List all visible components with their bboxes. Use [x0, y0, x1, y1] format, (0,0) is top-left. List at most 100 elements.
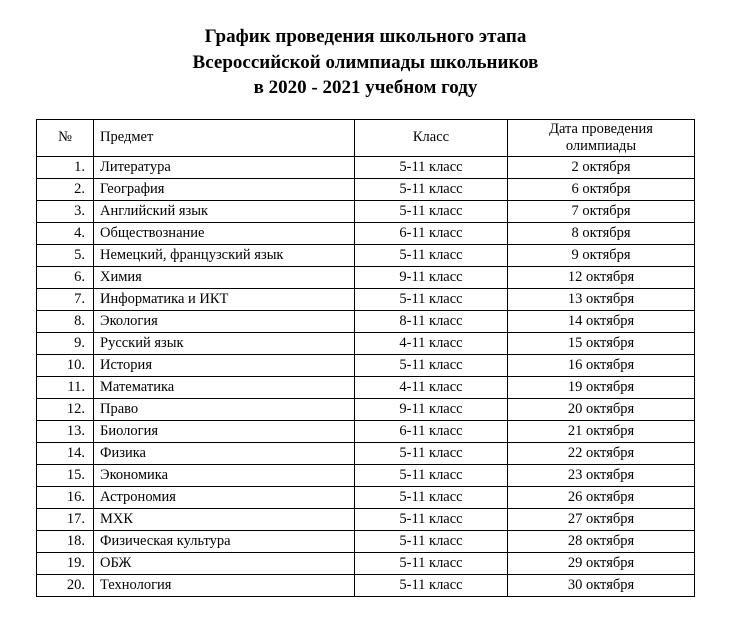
cell-num: 19. [37, 552, 94, 574]
cell-num: 6. [37, 266, 94, 288]
cell-subject: История [94, 354, 355, 376]
cell-class: 5-11 класс [355, 464, 508, 486]
cell-num: 16. [37, 486, 94, 508]
cell-date: 19 октября [508, 376, 695, 398]
cell-subject: Обществознание [94, 222, 355, 244]
cell-class: 5-11 класс [355, 178, 508, 200]
table-row: 4.Обществознание6-11 класс8 октября [37, 222, 695, 244]
cell-subject: Право [94, 398, 355, 420]
table-row: 9.Русский язык4-11 класс15 октября [37, 332, 695, 354]
cell-date: 22 октября [508, 442, 695, 464]
cell-class: 4-11 класс [355, 376, 508, 398]
cell-date: 9 октября [508, 244, 695, 266]
table-row: 11.Математика4-11 класс19 октября [37, 376, 695, 398]
cell-subject: ОБЖ [94, 552, 355, 574]
cell-num: 14. [37, 442, 94, 464]
table-row: 15.Экономика5-11 класс23 октября [37, 464, 695, 486]
table-body: 1.Литература5-11 класс2 октября2.Географ… [37, 156, 695, 596]
cell-num: 10. [37, 354, 94, 376]
table-row: 19.ОБЖ5-11 класс29 октября [37, 552, 695, 574]
table-row: 12.Право9-11 класс20 октября [37, 398, 695, 420]
header-subject: Предмет [94, 119, 355, 156]
cell-class: 5-11 класс [355, 552, 508, 574]
header-date-line1: Дата проведения [549, 121, 653, 137]
cell-date: 27 октября [508, 508, 695, 530]
table-row: 7.Информатика и ИКТ5-11 класс13 октября [37, 288, 695, 310]
cell-class: 5-11 класс [355, 244, 508, 266]
cell-num: 15. [37, 464, 94, 486]
cell-date: 14 октября [508, 310, 695, 332]
table-row: 20.Технология5-11 класс30 октября [37, 574, 695, 596]
cell-num: 12. [37, 398, 94, 420]
cell-num: 20. [37, 574, 94, 596]
cell-class: 5-11 класс [355, 200, 508, 222]
cell-date: 20 октября [508, 398, 695, 420]
header-date-line2: олимпиады [566, 138, 636, 154]
cell-subject: Экология [94, 310, 355, 332]
cell-num: 17. [37, 508, 94, 530]
cell-class: 5-11 класс [355, 508, 508, 530]
table-header-row: № Предмет Класс Дата проведения олимпиад… [37, 119, 695, 156]
cell-class: 6-11 класс [355, 420, 508, 442]
header-num: № [37, 119, 94, 156]
cell-date: 30 октября [508, 574, 695, 596]
cell-num: 13. [37, 420, 94, 442]
cell-subject: Немецкий, французский язык [94, 244, 355, 266]
cell-subject: Технология [94, 574, 355, 596]
cell-num: 4. [37, 222, 94, 244]
title-line-2: Всероссийской олимпиады школьников [36, 50, 695, 76]
table-row: 1.Литература5-11 класс2 октября [37, 156, 695, 178]
cell-class: 5-11 класс [355, 530, 508, 552]
cell-date: 15 октября [508, 332, 695, 354]
cell-num: 9. [37, 332, 94, 354]
cell-subject: Астрономия [94, 486, 355, 508]
title-line-1: График проведения школьного этапа [36, 24, 695, 50]
cell-num: 18. [37, 530, 94, 552]
cell-class: 5-11 класс [355, 574, 508, 596]
header-date: Дата проведения олимпиады [508, 119, 695, 156]
cell-subject: Физика [94, 442, 355, 464]
table-row: 18.Физическая культура5-11 класс28 октяб… [37, 530, 695, 552]
cell-subject: География [94, 178, 355, 200]
schedule-table: № Предмет Класс Дата проведения олимпиад… [36, 119, 695, 597]
table-row: 6.Химия9-11 класс12 октября [37, 266, 695, 288]
cell-date: 16 октября [508, 354, 695, 376]
cell-class: 4-11 класс [355, 332, 508, 354]
cell-date: 21 октября [508, 420, 695, 442]
cell-date: 29 октября [508, 552, 695, 574]
cell-class: 5-11 класс [355, 442, 508, 464]
table-row: 8.Экология8-11 класс14 октября [37, 310, 695, 332]
cell-class: 9-11 класс [355, 398, 508, 420]
cell-date: 26 октября [508, 486, 695, 508]
cell-date: 2 октября [508, 156, 695, 178]
cell-subject: Химия [94, 266, 355, 288]
cell-subject: Информатика и ИКТ [94, 288, 355, 310]
cell-class: 6-11 класс [355, 222, 508, 244]
page-title: График проведения школьного этапа Всерос… [36, 24, 695, 101]
cell-subject: Физическая культура [94, 530, 355, 552]
cell-subject: Литература [94, 156, 355, 178]
cell-class: 5-11 класс [355, 288, 508, 310]
cell-num: 11. [37, 376, 94, 398]
cell-class: 9-11 класс [355, 266, 508, 288]
cell-num: 1. [37, 156, 94, 178]
cell-class: 8-11 класс [355, 310, 508, 332]
cell-date: 12 октября [508, 266, 695, 288]
table-row: 5.Немецкий, французский язык5-11 класс9 … [37, 244, 695, 266]
cell-date: 7 октября [508, 200, 695, 222]
cell-subject: Русский язык [94, 332, 355, 354]
cell-date: 6 октября [508, 178, 695, 200]
cell-subject: Математика [94, 376, 355, 398]
table-row: 10.История5-11 класс16 октября [37, 354, 695, 376]
cell-date: 28 октября [508, 530, 695, 552]
cell-class: 5-11 класс [355, 354, 508, 376]
cell-date: 23 октября [508, 464, 695, 486]
table-row: 3.Английский язык5-11 класс7 октября [37, 200, 695, 222]
cell-subject: Биология [94, 420, 355, 442]
table-row: 16.Астрономия5-11 класс26 октября [37, 486, 695, 508]
table-row: 2.География5-11 класс6 октября [37, 178, 695, 200]
cell-num: 7. [37, 288, 94, 310]
table-row: 17.МХК5-11 класс27 октября [37, 508, 695, 530]
cell-subject: Экономика [94, 464, 355, 486]
table-row: 14.Физика5-11 класс22 октября [37, 442, 695, 464]
